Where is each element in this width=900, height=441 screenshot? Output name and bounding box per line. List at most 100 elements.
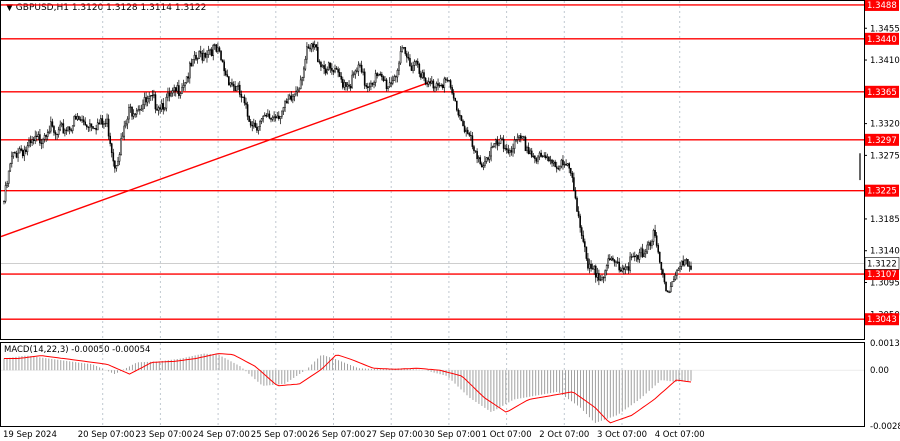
candle-body (307, 46, 310, 49)
candle-body (18, 148, 21, 154)
price-level-tag (865, 32, 899, 45)
candle-body (415, 61, 417, 63)
candle-body (51, 121, 54, 127)
candle-body (637, 255, 639, 260)
candle-body (605, 265, 608, 271)
candle-body (156, 108, 158, 111)
candle-body (331, 67, 333, 71)
candle-body (73, 116, 76, 127)
candle-body (582, 235, 585, 242)
candle-body (524, 136, 527, 152)
candle-body (34, 135, 37, 142)
candle-body (573, 177, 575, 191)
candle-body (357, 64, 360, 72)
candle-body (571, 172, 574, 178)
candle-body (501, 138, 503, 140)
candle-body (39, 134, 41, 144)
candle-body (395, 76, 397, 78)
candle-body (9, 163, 12, 172)
candle-body (84, 121, 86, 126)
candle-body (673, 278, 675, 282)
candle-body (285, 101, 288, 104)
candle-body (601, 277, 603, 281)
candle-body (351, 74, 353, 89)
candle-body (302, 68, 305, 78)
candle-body (455, 100, 458, 111)
current-price-tag (864, 257, 900, 270)
candle-body (651, 241, 653, 246)
candle-body (100, 118, 102, 125)
candle-body (232, 84, 235, 87)
candle-body (407, 56, 410, 59)
price-level-label: 1.3440 (867, 35, 897, 45)
candle-body (89, 123, 91, 128)
candle-body (11, 155, 13, 164)
candle-body (287, 98, 289, 104)
candle-body (626, 266, 628, 268)
candle-body (648, 242, 650, 246)
candle-body (482, 165, 485, 168)
candle-body (526, 147, 528, 152)
time-axis: 19 Sep 2024 20 Sep 07:00 23 Sep 07:00 24 Se… (3, 430, 705, 440)
candle-body (679, 266, 681, 270)
macd-signal-line (4, 353, 692, 424)
candle-body (585, 246, 588, 259)
candle-body (223, 61, 225, 72)
candle-body (157, 107, 160, 111)
candle-body (690, 265, 692, 270)
price-level-label: 1.3297 (867, 136, 897, 146)
candle-body (557, 168, 560, 170)
macd-tick-label: 0.00139 (870, 339, 900, 349)
candle-body (429, 81, 432, 84)
candle-body (31, 139, 33, 144)
candle-body (559, 165, 561, 170)
candle-body (627, 266, 630, 271)
candle-body (59, 124, 62, 131)
candle-body (153, 94, 155, 96)
candle-body (629, 256, 631, 271)
candle-body (385, 79, 388, 90)
candle-body (682, 260, 684, 266)
grid (102, 1, 681, 426)
candle-body (131, 106, 133, 117)
candle-body (168, 92, 171, 97)
candle-body (527, 147, 530, 154)
candle-body (599, 279, 602, 281)
candle-body (210, 49, 213, 56)
candle-body (551, 159, 553, 164)
candle-body (609, 258, 611, 260)
price-tick-label: 1.3185 (870, 215, 900, 225)
candle-body (43, 135, 46, 140)
candle-body (132, 113, 135, 117)
candle-body (26, 145, 29, 153)
price-level-label: 1.3365 (867, 88, 897, 98)
chart-menu-dropdown-icon[interactable]: ▼ (6, 3, 13, 13)
candle-body (457, 109, 460, 116)
candle-body (320, 62, 322, 68)
candle-body (321, 65, 324, 68)
candle-body (256, 126, 258, 131)
candle-body (468, 133, 471, 136)
candle-body (195, 54, 197, 60)
candle-body (310, 43, 313, 50)
candle-body (515, 139, 517, 141)
candle-body (349, 85, 352, 89)
candle-body (306, 46, 308, 60)
candle-body (507, 149, 510, 154)
candle-body (337, 69, 339, 73)
candle-body (78, 116, 80, 120)
candle-body (532, 155, 535, 157)
candle-body (135, 110, 138, 115)
symbol-header: ▼ GBPUSD,H1 1.3120 1.3128 1.3114 1.3122 (6, 3, 206, 13)
trend-line-layer[interactable] (0, 80, 433, 238)
candle-body (345, 82, 347, 87)
candle-body (555, 166, 558, 169)
macd-pane-border (0, 342, 865, 427)
candle-body (544, 155, 547, 159)
candle-body (76, 116, 79, 120)
candle-body (569, 167, 572, 174)
candle-body (282, 107, 285, 112)
horizontal-levels[interactable] (1, 4, 864, 320)
candle-body (220, 50, 222, 61)
